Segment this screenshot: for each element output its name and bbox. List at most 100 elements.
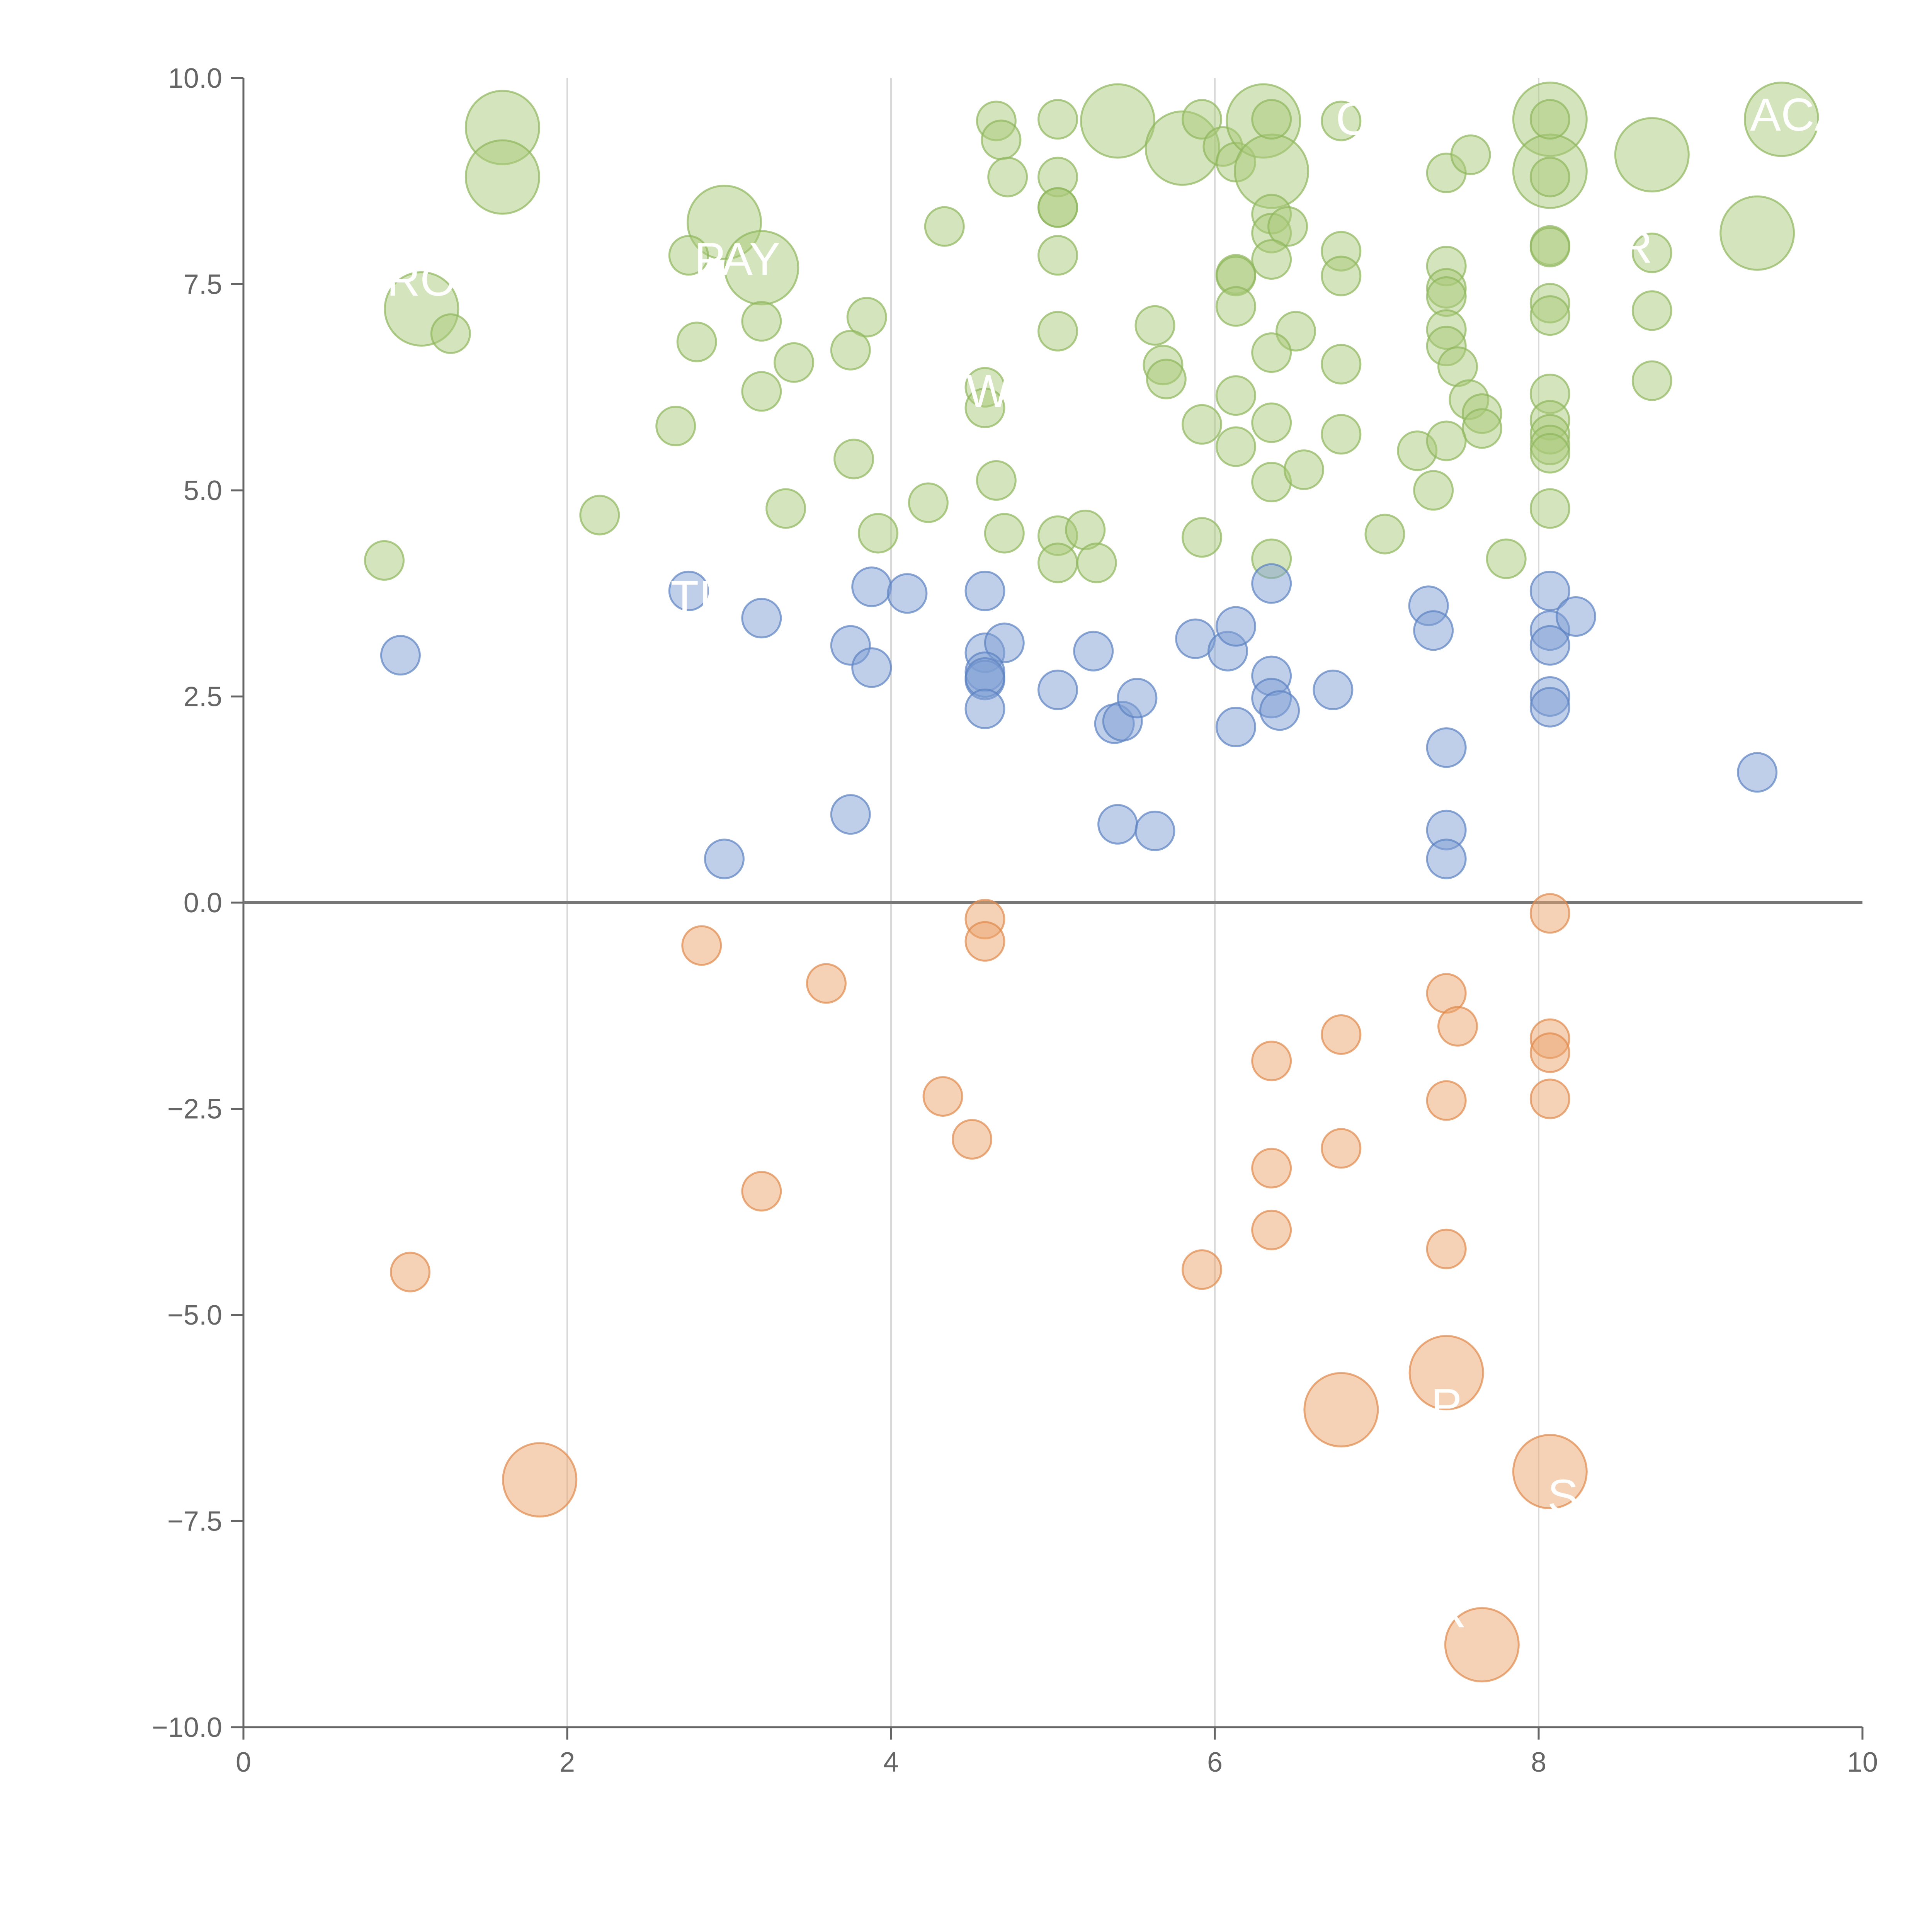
green-bubble-103	[1631, 290, 1672, 331]
point-label-1: C	[1336, 93, 1369, 145]
green-bubble-28	[1037, 99, 1078, 140]
point-label-8: S	[1548, 1470, 1578, 1522]
orange-bubble-20	[1408, 1335, 1484, 1410]
point-label-5: W	[966, 365, 1010, 417]
green-bubble-13	[655, 406, 696, 447]
green-bubble-102	[1631, 232, 1672, 273]
points-layer	[364, 82, 1819, 1683]
green-bubble-17	[833, 439, 874, 480]
green-bubble-12	[741, 371, 782, 412]
green-bubble-64	[1283, 449, 1324, 490]
y-tick-label-6: −5.0	[167, 1300, 222, 1331]
orange-bubble-18	[1426, 1080, 1467, 1121]
green-bubble-69	[1321, 344, 1362, 384]
y-tick-label-2: 5.0	[184, 475, 222, 506]
blue-bubble-17	[1073, 631, 1114, 672]
green-bubble-104	[1631, 360, 1672, 401]
orange-bubble-15	[1303, 1372, 1379, 1447]
green-bubble-15	[846, 297, 887, 338]
blue-bubble-15	[964, 689, 1005, 730]
point-label-2: PAY	[694, 233, 780, 285]
blue-bubble-39	[1529, 625, 1570, 666]
green-bubble-33	[1037, 311, 1078, 352]
green-bubble-99	[1529, 433, 1570, 474]
blue-bubble-34	[1426, 727, 1467, 768]
point-label-0: ACA	[1750, 89, 1845, 141]
green-bubble-71	[1364, 514, 1405, 554]
y-tick-label-0: 10.0	[168, 63, 222, 94]
green-bubble-50	[1251, 99, 1292, 140]
green-bubble-19	[908, 482, 949, 523]
orange-bubble-22	[1529, 893, 1570, 934]
blue-bubble-2	[704, 838, 745, 879]
green-bubble-68	[1321, 255, 1362, 296]
blue-bubble-31	[1313, 669, 1354, 710]
point-label-9: R	[1433, 1585, 1466, 1637]
green-bubble-37	[1076, 543, 1117, 583]
point-label-3: R	[1619, 221, 1653, 272]
green-bubble-66	[1321, 100, 1362, 141]
orange-bubble-3	[741, 1171, 782, 1212]
orange-bubble-19	[1426, 1228, 1467, 1269]
point-label-6: ATI	[643, 571, 712, 623]
green-bubble-75	[1450, 134, 1491, 175]
blue-bubble-22	[1134, 810, 1175, 851]
orange-bubble-2	[806, 963, 847, 1004]
x-tick-label-1: 2	[560, 1747, 575, 1778]
blue-bubble-36	[1426, 838, 1467, 879]
green-bubble-70	[1321, 414, 1362, 455]
orange-bubble-1	[681, 925, 722, 966]
green-bubble-9	[741, 301, 782, 342]
x-tick-label-2: 4	[883, 1747, 899, 1778]
green-bubble-53	[1267, 206, 1308, 247]
blue-bubble-43	[1737, 752, 1778, 793]
point-label-7: P	[1431, 1379, 1462, 1431]
green-bubble-31	[1037, 187, 1078, 228]
x-tick-label-5: 10	[1847, 1747, 1878, 1778]
orange-bubble-24	[1529, 1032, 1570, 1073]
y-tick-label-7: −7.5	[167, 1506, 222, 1537]
orange-bubble-7	[964, 921, 1005, 962]
green-bubble-38	[1080, 83, 1156, 159]
point-label-4: RO	[387, 254, 456, 306]
blue-bubble-33	[1413, 610, 1454, 651]
blue-bubble-30	[1259, 690, 1300, 731]
blue-bubble-40	[1555, 596, 1596, 637]
green-bubble-85	[1426, 420, 1467, 461]
x-tick-label-0: 0	[236, 1747, 251, 1778]
green-bubble-61	[1251, 402, 1292, 443]
orange-bubble-21	[1444, 1607, 1520, 1683]
y-tick-label-3: 2.5	[184, 682, 222, 713]
green-bubble-10	[676, 321, 717, 362]
blue-bubble-8	[887, 573, 928, 614]
y-tick-label-8: −10.0	[152, 1712, 222, 1743]
green-bubble-25	[964, 388, 1005, 429]
x-tick-label-4: 8	[1531, 1747, 1546, 1778]
green-bubble-89	[1529, 99, 1570, 140]
green-bubble-57	[1215, 286, 1256, 327]
green-bubble-45	[1146, 359, 1187, 400]
green-bubble-94	[1529, 295, 1570, 336]
orange-bubble-25	[1529, 1078, 1570, 1119]
blue-bubble-20	[1117, 678, 1158, 719]
green-bubble-59	[1251, 332, 1292, 373]
green-bubble-60	[1215, 375, 1256, 416]
green-bubble-62	[1215, 426, 1256, 467]
green-bubble-20	[924, 206, 965, 247]
green-bubble-3	[430, 313, 471, 354]
green-bubble-84	[1461, 408, 1502, 449]
axis-layer: 10.0 7.5 5.0 2.5 0.0 −2.5 −5.0 −7.5 −10.0 0 2 4 6 8 10	[152, 63, 1878, 1778]
blue-bubble-25	[1215, 606, 1256, 647]
orange-bubble-0	[390, 1252, 431, 1293]
green-bubble-11	[774, 342, 815, 383]
green-bubble-90	[1529, 156, 1570, 197]
green-bubble-100	[1529, 488, 1570, 529]
green-bubble-73	[1413, 470, 1454, 511]
orange-bubble-10	[1251, 1041, 1292, 1082]
orange-bubble-12	[1251, 1209, 1292, 1250]
green-bubble-1	[464, 139, 540, 215]
blue-bubble-11	[984, 622, 1025, 663]
green-bubble-18	[857, 513, 898, 554]
blue-bubble-0	[380, 635, 421, 676]
